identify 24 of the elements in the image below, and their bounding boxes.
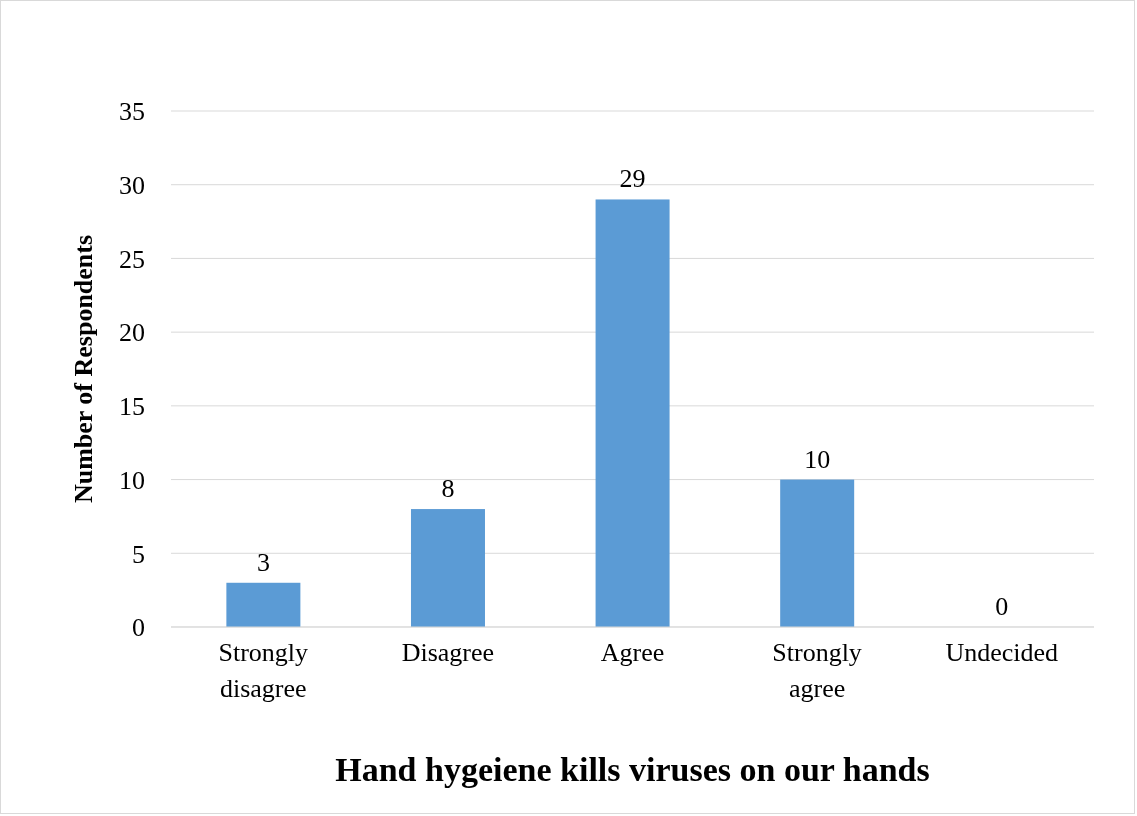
data-label: 0 xyxy=(995,592,1009,621)
y-axis-title: Number of Respondents xyxy=(69,234,99,504)
x-tick-label: Disagree xyxy=(401,638,495,667)
y-tick-label: 15 xyxy=(119,392,145,422)
bar xyxy=(226,582,301,627)
x-tick-label: Agree xyxy=(600,638,665,667)
y-tick-label: 0 xyxy=(132,613,145,643)
y-tick-label: 5 xyxy=(132,539,145,569)
y-tick-label: 25 xyxy=(119,244,145,274)
y-tick-label: 10 xyxy=(119,465,145,495)
y-tick-label: 35 xyxy=(119,97,145,127)
x-tick-label: Strongly agree xyxy=(772,638,862,703)
x-axis-title: Hand hygeiene kills viruses on our hands xyxy=(335,751,930,788)
bar xyxy=(595,199,670,627)
y-tick-label: 30 xyxy=(119,170,145,200)
data-label: 29 xyxy=(619,164,646,194)
y-tick-label: 20 xyxy=(119,318,145,348)
data-label: 8 xyxy=(441,474,455,504)
x-tick-label: Undecided xyxy=(945,638,1059,667)
data-label: 10 xyxy=(804,444,831,474)
bar xyxy=(410,509,485,627)
data-label: 3 xyxy=(256,547,270,577)
bar xyxy=(780,479,855,627)
x-tick-label: Strongly disagree xyxy=(218,638,309,703)
